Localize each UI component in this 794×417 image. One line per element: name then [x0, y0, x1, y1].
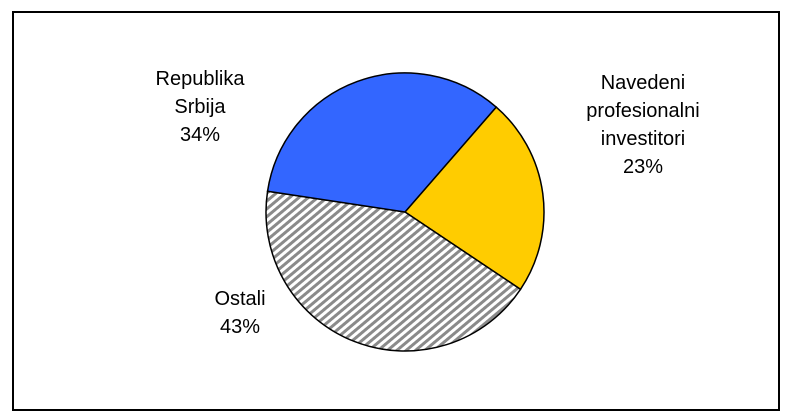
slice-percent: 43% [219, 316, 261, 338]
slice-percent: 34% [179, 124, 221, 146]
slice-label-line: Srbija [174, 96, 226, 118]
slice-label-line: profesionalni [586, 100, 700, 122]
slice-label-republika: Republika Srbija 34% [130, 65, 270, 149]
slice-percent: 23% [622, 156, 664, 178]
pie-slice-republika [266, 72, 498, 213]
slice-label-line: investitori [600, 128, 686, 150]
pie-slice-navedeni [403, 106, 545, 291]
slice-label-ostali: Ostali 43% [180, 285, 300, 341]
slice-label-navedeni: Navedeni profesionalni investitori 23% [548, 69, 738, 181]
slice-label-line: Republika [155, 68, 245, 90]
slice-label-line: Ostali [214, 288, 266, 310]
pie-slice-ostali [265, 190, 522, 352]
slice-label-line: Navedeni [600, 72, 686, 94]
